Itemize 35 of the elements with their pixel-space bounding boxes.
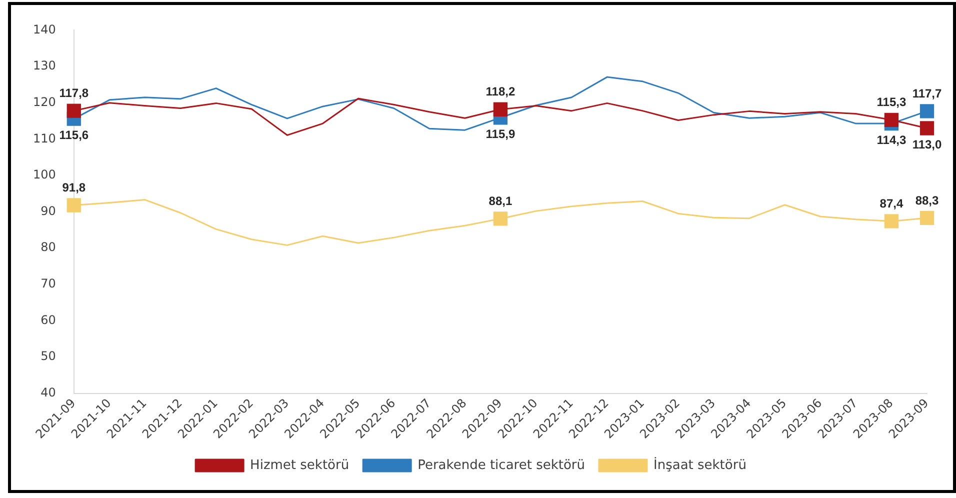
legend-label: Hizmet sektörü bbox=[250, 458, 350, 473]
data-label: 88,3 bbox=[915, 193, 939, 208]
data-label: 114,3 bbox=[876, 132, 906, 147]
point bbox=[884, 112, 899, 127]
data-label: 115,6 bbox=[59, 128, 89, 142]
data-label: 118,2 bbox=[486, 84, 516, 99]
y-tick-label: 60 bbox=[40, 312, 56, 327]
data-label: 113,0 bbox=[912, 138, 942, 152]
y-tick-label: 130 bbox=[33, 58, 56, 73]
data-label: 115,9 bbox=[486, 127, 516, 142]
data-label: 117,7 bbox=[912, 86, 942, 100]
legend-label: Perakende ticaret sektörü bbox=[418, 458, 586, 473]
point bbox=[920, 104, 934, 118]
point bbox=[884, 214, 899, 228]
data-label: 91,8 bbox=[62, 180, 86, 195]
data-label: 87,4 bbox=[880, 196, 904, 211]
point bbox=[66, 104, 81, 118]
y-tick-label: 70 bbox=[40, 276, 56, 291]
y-tick-label: 90 bbox=[40, 204, 56, 218]
y-tick-label: 40 bbox=[40, 385, 56, 400]
y-tick-label: 120 bbox=[33, 94, 56, 109]
data-label: 117,8 bbox=[59, 86, 89, 100]
legend-label: İnşaat sektörü bbox=[654, 456, 746, 473]
y-tick-label: 50 bbox=[40, 349, 56, 364]
y-tick-label: 100 bbox=[33, 168, 56, 182]
y-tick-label: 80 bbox=[40, 240, 56, 254]
point bbox=[66, 198, 81, 212]
point bbox=[920, 121, 934, 136]
data-label: 115,3 bbox=[876, 95, 906, 110]
data-label: 88,1 bbox=[488, 194, 512, 208]
point bbox=[493, 102, 508, 116]
y-tick-label: 140 bbox=[33, 22, 56, 36]
point bbox=[920, 210, 934, 226]
y-tick-label: 110 bbox=[33, 131, 56, 146]
point bbox=[493, 212, 508, 226]
